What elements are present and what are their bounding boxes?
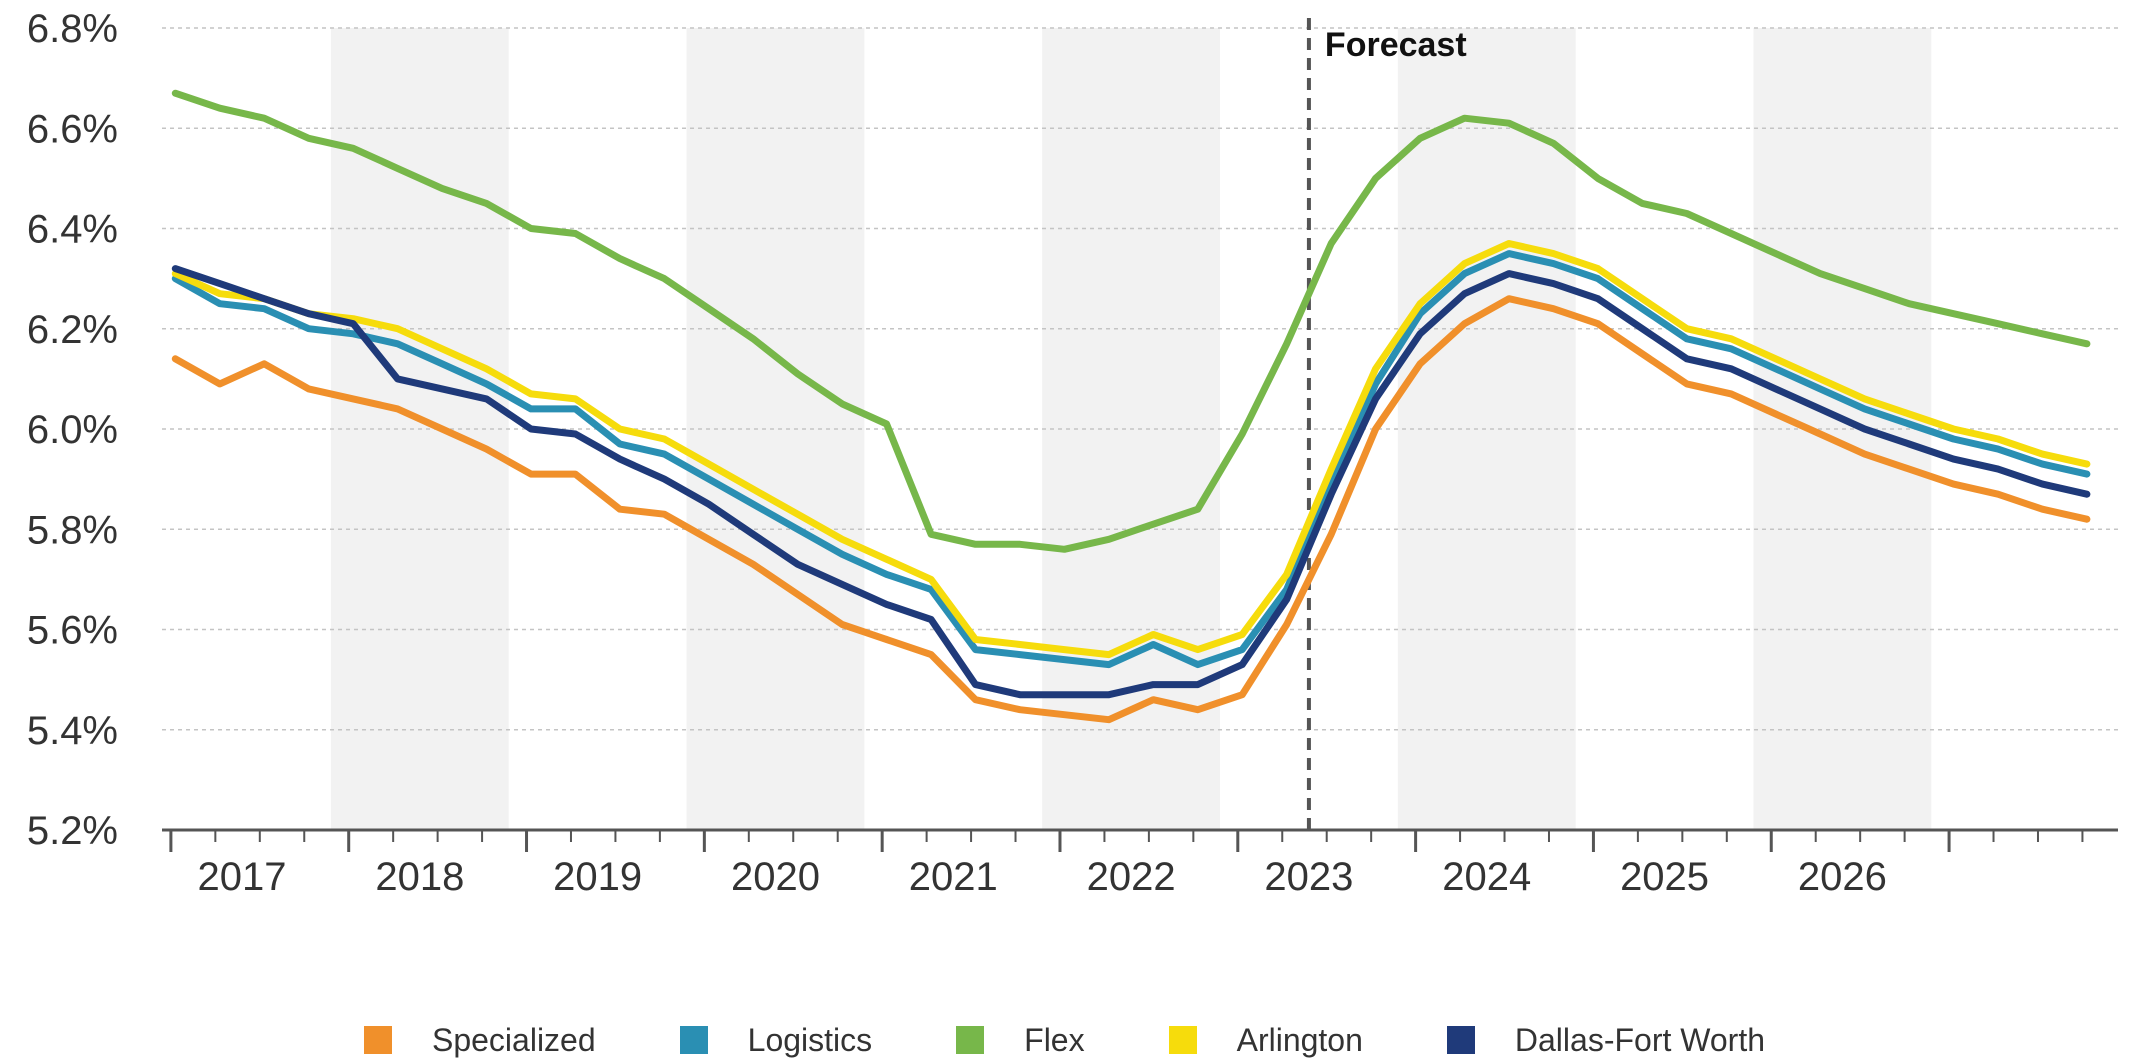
y-tick-label: 5.8%: [27, 508, 118, 552]
series-line-flex: [171, 89, 2091, 553]
legend: Specialized Logistics Flex Arlington Dallas-…: [0, 1020, 2129, 1060]
legend-swatch: [1446, 1026, 1475, 1054]
x-tick-label: 2019: [553, 855, 642, 899]
y-tick-label: 6.8%: [27, 7, 118, 51]
series-line-specialized: [171, 295, 2091, 724]
legend-swatch: [956, 1026, 985, 1054]
legend-item: Arlington: [1168, 1021, 1363, 1059]
y-tick-label: 5.2%: [27, 809, 118, 853]
y-axis-ticks: 5.2% 5.4% 5.6% 5.8% 6.0% 6.2% 6.4% 6.6% 6.8%: [27, 7, 118, 853]
y-tick-label: 6.6%: [27, 107, 118, 151]
legend-swatch: [1168, 1026, 1197, 1054]
series-line-arlington: [171, 240, 2091, 659]
x-tick-label: 2020: [731, 855, 820, 899]
series-line-logistics: [171, 250, 2091, 669]
legend-swatch: [679, 1026, 708, 1054]
x-tick-label: 2022: [1087, 855, 1176, 899]
forecast-divider: Forecast: [1306, 18, 1467, 830]
y-tick-label: 5.6%: [27, 609, 118, 653]
legend-item: Specialized: [363, 1021, 596, 1059]
x-tick-label: 2021: [909, 855, 998, 899]
series-line-dallas-fort-worth: [171, 265, 2091, 699]
x-tick-label: 2023: [1264, 855, 1353, 899]
legend-label: Specialized: [431, 1021, 596, 1058]
legend-label: Logistics: [747, 1021, 873, 1058]
x-tick-label: 2018: [375, 855, 464, 899]
legend-item: Logistics: [679, 1021, 873, 1059]
y-tick-label: 6.0%: [27, 408, 118, 452]
x-tick-label: 2025: [1620, 855, 1709, 899]
y-tick-label: 5.4%: [27, 709, 118, 753]
line-chart: 5.2% 5.4% 5.6% 5.8% 6.0% 6.2% 6.4% 6.6% 6.8% 201…: [27, 7, 2118, 899]
forecast-label: Forecast: [1325, 26, 1467, 64]
legend-label: Flex: [1024, 1021, 1085, 1058]
series-lines: [171, 89, 2091, 724]
x-tick-label: 2024: [1442, 855, 1531, 899]
legend-label: Dallas-Fort Worth: [1514, 1021, 1766, 1058]
legend-item: Flex: [956, 1021, 1085, 1059]
x-axis: 2017 2018 2019 2020 2021 2022 2023 2024 2025 2026: [162, 828, 2118, 899]
x-tick-label: 2026: [1798, 855, 1887, 899]
x-tick-label: 2017: [198, 855, 287, 899]
y-tick-label: 6.4%: [27, 208, 118, 252]
legend-label: Arlington: [1236, 1021, 1363, 1058]
legend-swatch: [363, 1026, 392, 1054]
y-tick-label: 6.2%: [27, 308, 118, 352]
legend-item: Dallas-Fort Worth: [1446, 1021, 1766, 1059]
